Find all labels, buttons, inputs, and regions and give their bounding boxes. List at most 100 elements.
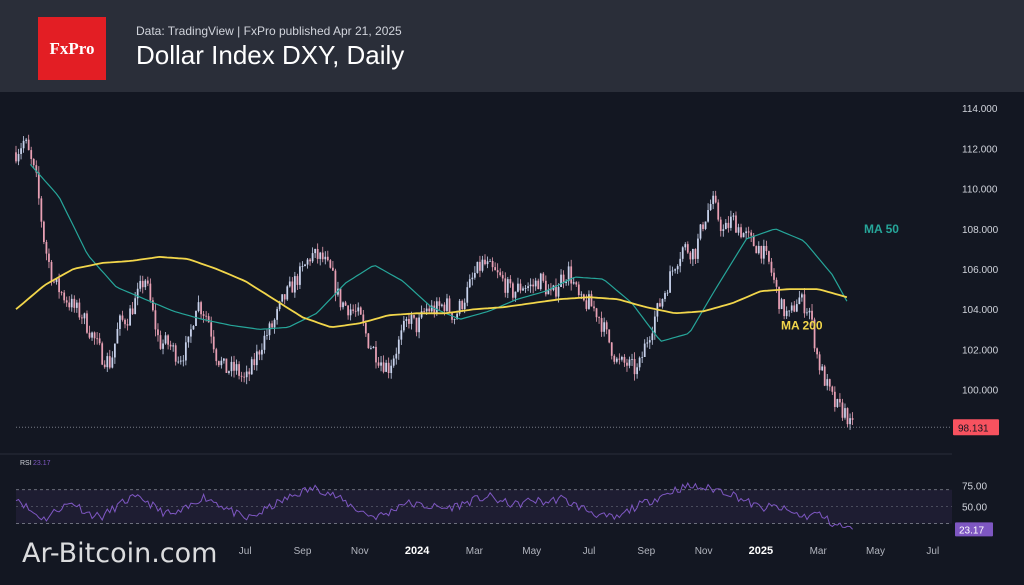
candle-body xyxy=(580,294,583,296)
candle-body xyxy=(27,139,30,151)
candle-body xyxy=(641,356,644,358)
candle-body xyxy=(53,281,55,283)
candle-body xyxy=(676,266,679,270)
candle-body xyxy=(669,271,671,293)
candle-body xyxy=(238,364,240,376)
candle-body xyxy=(299,266,301,285)
candle-body xyxy=(131,308,134,315)
candle-body xyxy=(783,299,786,317)
candle-body xyxy=(418,317,420,333)
candle-body xyxy=(539,273,542,290)
candle-body xyxy=(529,284,532,287)
candle-body xyxy=(717,202,720,220)
candle-body xyxy=(509,279,512,284)
candle-body xyxy=(55,278,58,283)
candle-body xyxy=(666,292,669,294)
candle-body xyxy=(344,302,347,306)
candle-body xyxy=(372,346,375,349)
candle-body xyxy=(636,367,638,375)
candle-body xyxy=(93,332,96,339)
candle-body xyxy=(261,349,263,355)
candle-body xyxy=(167,335,169,345)
rsi-line xyxy=(15,482,853,530)
rsi-title: RSI xyxy=(20,460,32,467)
candle-body xyxy=(550,289,552,291)
candle-body xyxy=(405,318,408,321)
candle-body xyxy=(111,357,114,368)
rsi-tick-label: 50.00 xyxy=(962,503,987,514)
candle-body xyxy=(816,348,818,355)
candle-body xyxy=(537,280,540,290)
candle-body xyxy=(281,294,284,302)
price-chart[interactable]: 100.000 102.000 104.000 106.000 108.000 110.0… xyxy=(0,92,1024,585)
candle-body xyxy=(124,319,126,325)
candle-body xyxy=(326,256,329,261)
candle-body xyxy=(674,269,677,271)
candle-body xyxy=(250,359,253,375)
candle-body xyxy=(494,267,497,271)
candle-body xyxy=(205,315,208,317)
candle-body xyxy=(86,313,88,333)
candle-body xyxy=(40,198,43,222)
candle-body xyxy=(30,150,33,159)
candle-body xyxy=(184,342,187,361)
candle-body xyxy=(83,313,86,319)
candle-body xyxy=(65,300,68,303)
fxpro-logo: FxPro xyxy=(38,17,106,80)
candle-body xyxy=(735,215,737,233)
candle-body xyxy=(527,286,529,289)
candle-body xyxy=(618,358,621,360)
candle-body xyxy=(603,322,606,332)
candle-body xyxy=(481,259,484,271)
candle-body xyxy=(534,280,537,287)
candle-body xyxy=(443,304,446,312)
candle-body xyxy=(70,298,73,308)
candle-body xyxy=(833,391,836,407)
candle-body xyxy=(714,195,717,203)
candle-body xyxy=(468,279,471,288)
candle-body xyxy=(103,364,106,368)
candle-body xyxy=(207,316,210,323)
candle-body xyxy=(446,298,448,312)
candle-body xyxy=(35,165,38,173)
candle-body xyxy=(364,323,367,334)
candle-body xyxy=(800,294,803,298)
candle-body xyxy=(408,318,410,324)
candle-body xyxy=(694,248,697,259)
candle-body xyxy=(415,317,418,333)
candle-body xyxy=(235,364,238,371)
x-tick-label: 2024 xyxy=(405,545,430,557)
candle-body xyxy=(301,266,304,267)
x-tick-label: Jul xyxy=(239,546,252,557)
candle-body xyxy=(106,356,109,368)
candle-body xyxy=(25,139,28,141)
rsi-tick-label: 75.00 xyxy=(962,481,987,492)
last-price-label: 98.131 xyxy=(958,423,989,434)
candle-body xyxy=(633,359,636,375)
candle-body xyxy=(200,302,202,315)
x-tick-label: Jul xyxy=(926,546,939,557)
candle-body xyxy=(689,252,692,260)
candle-body xyxy=(428,308,431,312)
candle-body xyxy=(91,332,93,338)
candle-body xyxy=(347,305,349,316)
candle-body xyxy=(332,267,334,271)
candle-body xyxy=(826,379,829,386)
candle-body xyxy=(595,308,598,318)
candle-body xyxy=(775,279,778,287)
candle-body xyxy=(339,288,342,308)
candle-body xyxy=(517,283,519,292)
candle-body xyxy=(129,308,131,326)
candle-body xyxy=(598,317,600,319)
x-tick-label: May xyxy=(866,546,885,557)
candle-body xyxy=(479,261,481,271)
candle-body xyxy=(762,245,765,259)
chart-header: FxPro Data: TradingView | FxPro publishe… xyxy=(0,0,1024,92)
x-tick-label: May xyxy=(522,546,541,557)
candle-body xyxy=(803,294,806,314)
candle-body xyxy=(433,305,436,314)
candle-body xyxy=(146,280,149,284)
candle-body xyxy=(638,357,641,368)
candle-body xyxy=(215,349,218,362)
candle-body xyxy=(48,253,50,262)
